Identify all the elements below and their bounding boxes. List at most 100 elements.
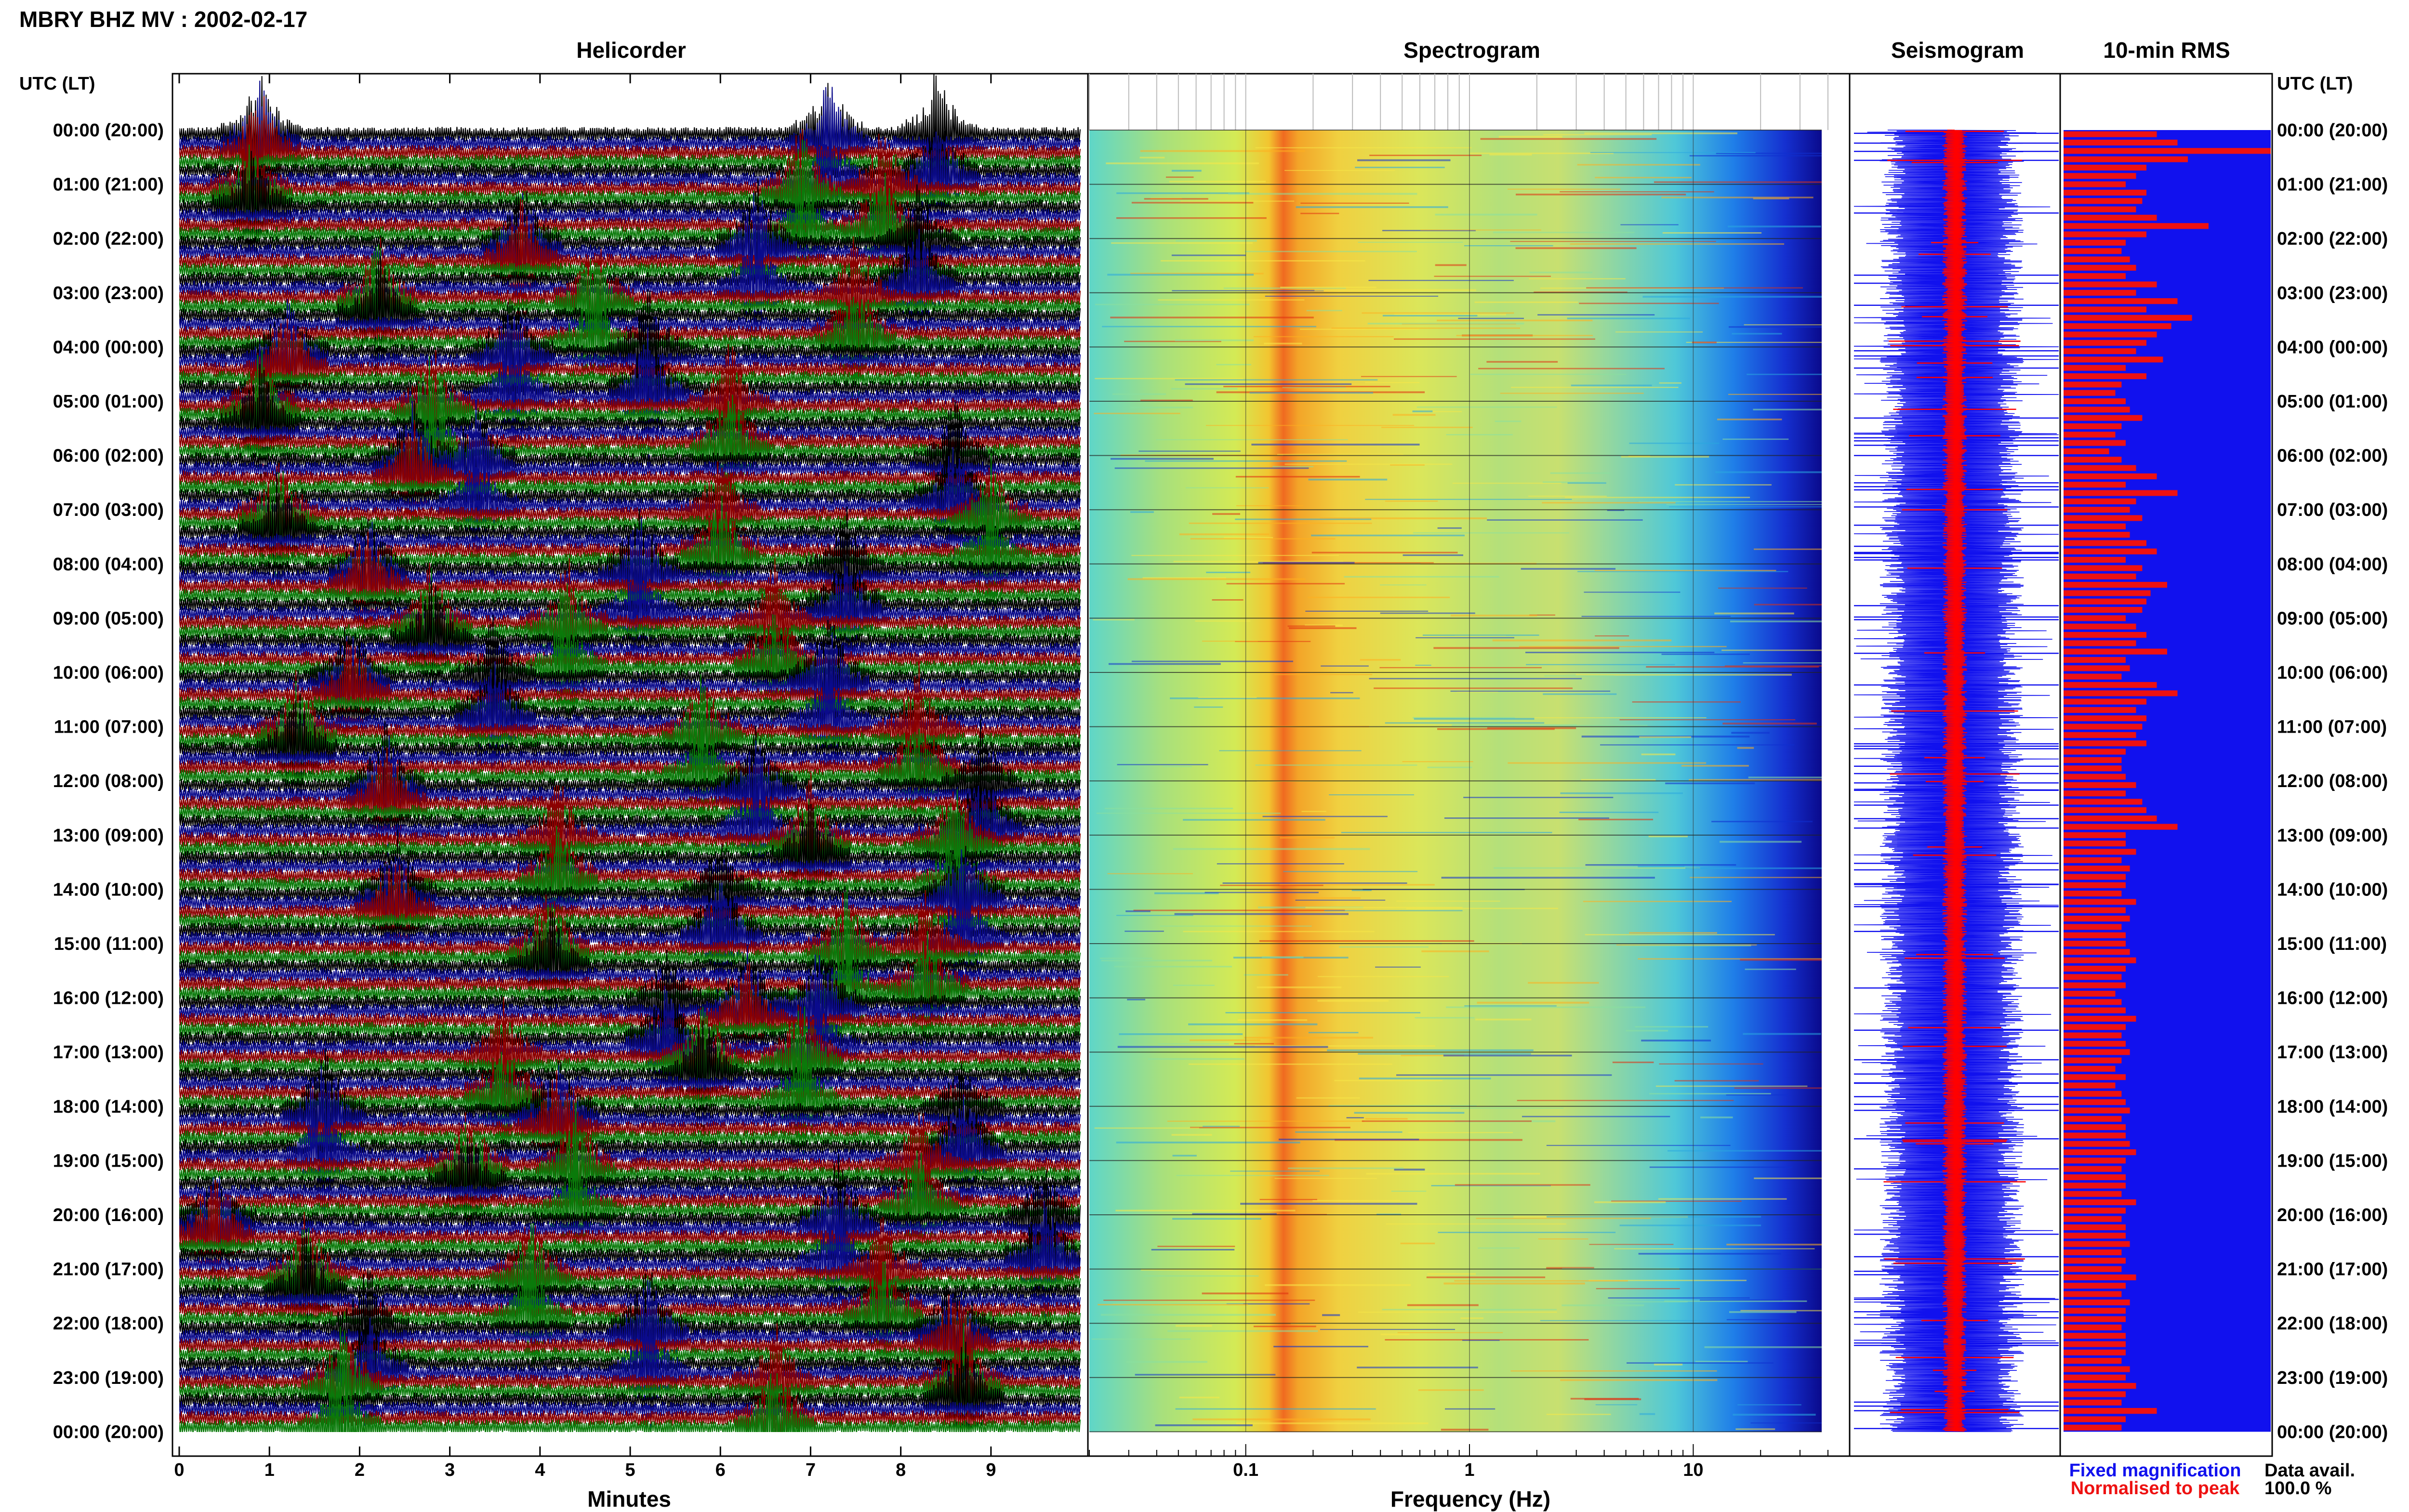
helicorder-trace xyxy=(179,929,1081,1049)
spectrogram-x-axis-label: Frequency (Hz) xyxy=(1390,1486,1550,1512)
helicorder-trace xyxy=(179,1347,1081,1363)
helicorder-trace xyxy=(179,420,1081,526)
helicorder-trace xyxy=(179,139,1081,255)
helicorder-trace xyxy=(179,561,1081,682)
time-label-right: 16:00 (12:00) xyxy=(2277,988,2388,1009)
legend-fixed-magnification: Fixed magnification xyxy=(2069,1460,2241,1481)
helicorder-trace xyxy=(179,615,1081,735)
rms-bar xyxy=(2064,665,2130,671)
rms-bar xyxy=(2064,1424,2122,1431)
rms-bar xyxy=(2064,557,2126,563)
helicorder-trace xyxy=(179,719,1081,846)
rms-bar xyxy=(2064,899,2136,905)
rms-bar xyxy=(2064,1040,2126,1047)
helicorder-trace xyxy=(179,803,1081,924)
time-label-left: 20:00 (16:00) xyxy=(53,1205,164,1225)
rms-bar xyxy=(2064,407,2130,413)
time-label-left: 06:00 (02:00) xyxy=(53,446,164,466)
rms-bar xyxy=(2064,598,2146,605)
helicorder-trace xyxy=(179,829,1081,959)
legend-normalised-to-peak: Normalised to peak xyxy=(2071,1478,2240,1499)
helicorder-x-tick-label: 7 xyxy=(806,1460,816,1480)
seismogram-fixed-trace xyxy=(1854,130,2059,1432)
rms-bar xyxy=(2064,1208,2126,1214)
utc-lt-right-label: UTC (LT) xyxy=(2277,74,2353,94)
rms-bar xyxy=(2064,131,2157,137)
rms-bar xyxy=(2064,1124,2126,1131)
helicorder-trace xyxy=(179,864,1081,971)
helicorder-trace xyxy=(179,447,1081,563)
time-label-right: 00:00 (20:00) xyxy=(2277,120,2388,141)
rms-bar xyxy=(2064,498,2136,504)
time-label-left: 12:00 (08:00) xyxy=(53,771,164,791)
helicorder-x-tick-label: 6 xyxy=(715,1460,726,1480)
helicorder-trace xyxy=(179,256,1081,377)
helicorder-trace xyxy=(179,1176,1081,1283)
rms-bar xyxy=(2064,331,2157,338)
helicorder-trace xyxy=(179,580,1081,706)
helicorder-trace xyxy=(179,399,1081,521)
time-label-right: 09:00 (05:00) xyxy=(2277,608,2388,629)
helicorder-trace xyxy=(179,1180,1081,1295)
helicorder-trace xyxy=(179,318,1081,431)
time-label-right: 20:00 (16:00) xyxy=(2277,1205,2388,1225)
rms-bar xyxy=(2064,932,2126,938)
rms-bar xyxy=(2064,573,2136,579)
helicorder-trace xyxy=(179,490,1081,608)
rms-bar xyxy=(2064,807,2146,813)
rms-bar xyxy=(2064,198,2143,204)
rms-bar xyxy=(2064,673,2122,680)
helicorder-trace xyxy=(179,981,1081,1106)
helicorder-trace xyxy=(179,1194,1081,1313)
helicorder-trace xyxy=(179,1256,1081,1362)
rms-bar xyxy=(2064,1183,2126,1189)
rms-bar xyxy=(2064,790,2126,797)
helicorder-x-tick-label: 1 xyxy=(265,1460,275,1480)
time-label-right: 10:00 (06:00) xyxy=(2277,663,2388,683)
helicorder-trace xyxy=(179,767,1081,868)
seismogram-title: Seismogram xyxy=(1891,38,2024,63)
rms-bar xyxy=(2064,841,2126,847)
rms-bar xyxy=(2064,1299,2130,1305)
rms-bar xyxy=(2064,1341,2126,1347)
rms-background xyxy=(2064,130,2271,1432)
rms-bar xyxy=(2064,356,2163,363)
rms-bar xyxy=(2064,289,2136,296)
spectrogram-x-tick-label: 0.1 xyxy=(1233,1460,1258,1480)
rms-bar xyxy=(2064,390,2116,396)
helicorder-trace xyxy=(179,151,1081,258)
rms-bar xyxy=(2064,1174,2126,1181)
rms-bar xyxy=(2064,473,2157,479)
helicorder-trace xyxy=(179,208,1081,224)
rms-bar xyxy=(2064,631,2146,638)
data-availability-value: 100.0 % xyxy=(2264,1478,2331,1499)
rms-bar xyxy=(2064,1091,2122,1097)
time-label-right: 19:00 (15:00) xyxy=(2277,1151,2388,1171)
time-label-left: 02:00 (22:00) xyxy=(53,229,164,249)
rms-bar xyxy=(2064,582,2167,588)
time-label-left: 17:00 (13:00) xyxy=(53,1042,164,1063)
rms-bar xyxy=(2064,306,2146,313)
rms-bar xyxy=(2064,1274,2136,1280)
time-label-right: 03:00 (23:00) xyxy=(2277,283,2388,303)
time-label-right: 04:00 (00:00) xyxy=(2277,337,2388,357)
rms-bar xyxy=(2064,940,2126,947)
time-label-right: 15:00 (11:00) xyxy=(2277,934,2387,954)
time-label-left: 18:00 (14:00) xyxy=(53,1097,164,1117)
time-label-left: 04:00 (00:00) xyxy=(53,337,164,357)
rms-bar xyxy=(2064,1141,2130,1147)
rms-bar xyxy=(2064,1191,2122,1197)
helicorder-x-axis-label: Minutes xyxy=(587,1486,671,1512)
time-label-right: 23:00 (19:00) xyxy=(2277,1368,2388,1388)
seismogram-panel xyxy=(1849,73,2061,1457)
rms-bar xyxy=(2064,507,2130,513)
helicorder-trace xyxy=(179,804,1081,820)
time-label-left: 11:00 (07:00) xyxy=(54,717,164,737)
helicorder-trace xyxy=(179,400,1081,526)
helicorder-trace xyxy=(179,735,1081,859)
time-label-right: 13:00 (09:00) xyxy=(2277,826,2388,846)
rms-bar xyxy=(2064,1107,2130,1114)
helicorder-trace xyxy=(179,946,1081,1072)
time-label-left: 00:00 (20:00) xyxy=(53,120,164,141)
